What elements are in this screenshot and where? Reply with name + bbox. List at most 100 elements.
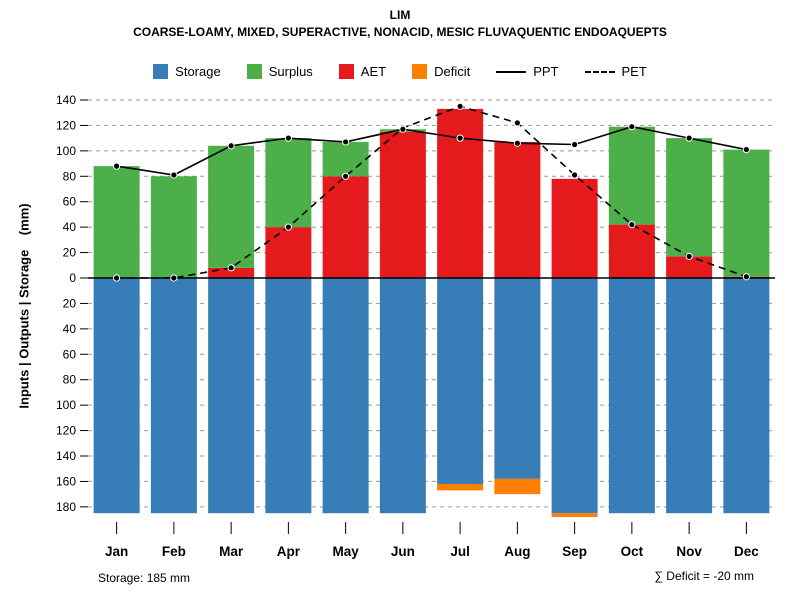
y-tick-label: 180 (56, 500, 76, 514)
pet-point-marker (456, 102, 464, 110)
bar-surplus (322, 141, 369, 177)
pet-point-marker (628, 221, 636, 229)
dashed-line-icon (584, 70, 615, 73)
bar-storage (208, 278, 255, 514)
legend-item-aet: AET (338, 64, 387, 79)
pet-point-marker (685, 252, 693, 260)
legend-ppt-label: PPT (533, 64, 559, 79)
storage-note: Storage: 185 mm (98, 571, 191, 585)
ppt-point-marker (628, 123, 636, 131)
ppt-point-marker (227, 142, 235, 150)
y-tick-label: 120 (56, 424, 76, 438)
x-tick-label: Dec (734, 544, 759, 559)
aet-swatch-icon (338, 64, 354, 79)
x-tick-label: Jan (105, 544, 128, 559)
legend-item-surplus: Surplus (246, 64, 313, 79)
deficit-swatch-icon (412, 64, 428, 79)
bar-storage (93, 278, 140, 514)
legend-aet-label: AET (360, 64, 387, 79)
bar-surplus (608, 126, 655, 225)
legend-deficit-label: Deficit (434, 64, 471, 79)
ppt-point-marker (513, 139, 521, 147)
x-tick-label: May (332, 544, 359, 559)
y-tick-label: 60 (63, 347, 77, 361)
x-tick-label: Jul (450, 544, 470, 559)
chart-subtitle: COARSE-LOAMY, MIXED, SUPERACTIVE, NONACI… (133, 25, 667, 39)
y-tick-label: 100 (56, 398, 76, 412)
x-tick-label: Feb (162, 544, 186, 559)
bar-deficit (494, 478, 541, 495)
x-tick-label: Sep (562, 544, 587, 559)
pet-point-marker (113, 274, 121, 282)
pet-point-marker (342, 172, 350, 180)
legend-item-deficit: Deficit (412, 64, 470, 79)
ppt-point-marker (399, 125, 407, 133)
storage-swatch-icon (153, 64, 169, 79)
y-tick-label: 140 (56, 449, 76, 463)
bar-aet (551, 178, 598, 278)
bar-storage (322, 278, 369, 514)
bar-surplus (150, 176, 197, 278)
x-tick-label: Jun (391, 544, 415, 559)
legend-storage-label: Storage (175, 64, 221, 79)
x-tick-label: Apr (277, 544, 301, 559)
bar-aet (608, 224, 655, 278)
ppt-point-marker (284, 134, 292, 142)
bar-deficit (551, 513, 598, 518)
y-tick-label: 40 (63, 322, 77, 336)
y-tick-label: 80 (63, 169, 77, 183)
y-tick-label: 20 (63, 296, 77, 310)
ppt-point-marker (571, 140, 579, 149)
y-tick-label: 40 (63, 220, 77, 234)
legend-surplus-label: Surplus (268, 64, 313, 79)
legend-pet-label: PET (621, 64, 647, 79)
bar-storage (150, 278, 197, 514)
chart-legend: Storage Surplus AET Deficit PPT PET (0, 64, 800, 79)
x-tick-label: Nov (676, 544, 702, 559)
x-tick-label: Mar (219, 544, 244, 559)
bar-surplus (93, 166, 140, 278)
pet-point-marker (513, 119, 521, 127)
bar-aet (379, 131, 426, 278)
bar-aet (666, 256, 713, 278)
pet-point-marker (284, 223, 292, 231)
legend-item-storage: Storage (153, 64, 221, 79)
ppt-point-marker (342, 138, 350, 146)
ppt-point-marker (685, 134, 693, 142)
bar-storage (379, 278, 426, 514)
x-tick-label: Aug (504, 544, 530, 559)
ppt-point-marker (742, 145, 750, 154)
y-tick-label: 120 (56, 118, 76, 132)
ppt-point-marker (170, 171, 178, 179)
bar-storage (723, 278, 770, 514)
bar-surplus (666, 138, 713, 257)
y-tick-label: 140 (56, 93, 76, 107)
bar-surplus (723, 149, 770, 277)
x-tick-label: Oct (621, 544, 644, 559)
bar-surplus (208, 145, 255, 268)
bar-surplus (265, 138, 312, 228)
y-tick-label: 60 (63, 195, 77, 209)
deficit-sum-note: ∑ Deficit = -20 mm (654, 569, 754, 583)
pet-point-marker (170, 274, 178, 282)
ppt-point-marker (113, 162, 121, 170)
pet-point-marker (742, 273, 750, 281)
bar-aet (265, 227, 312, 278)
bar-deficit (437, 483, 484, 491)
solid-line-icon (496, 70, 527, 73)
ppt-point-marker (456, 134, 464, 142)
bar-storage (437, 278, 484, 484)
bar-aet (437, 108, 484, 279)
pet-point-marker (227, 264, 235, 272)
surplus-swatch-icon (246, 64, 262, 79)
bar-aet (322, 176, 369, 278)
legend-item-ppt: PPT (496, 64, 559, 79)
y-tick-label: 160 (56, 474, 76, 488)
pet-point-marker (571, 171, 579, 179)
chart-title: LIM (389, 8, 411, 22)
y-tick-label: 100 (56, 144, 76, 158)
bar-storage (265, 278, 312, 514)
bar-storage (551, 278, 598, 514)
ppt-line (116, 125, 747, 176)
